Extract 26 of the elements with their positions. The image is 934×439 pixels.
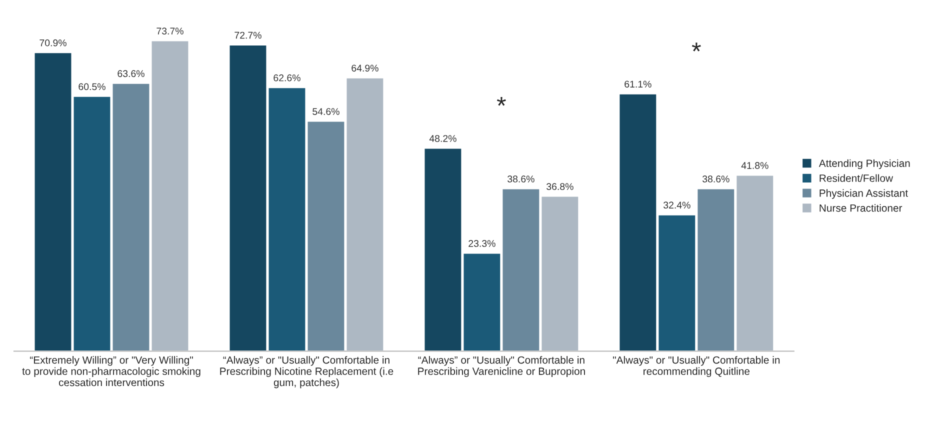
data-label: 62.6%	[274, 74, 300, 82]
data-label: 38.6%	[702, 176, 730, 182]
annotation: *	[692, 42, 701, 52]
data-label: 64.9%	[352, 64, 378, 72]
x-tick-label: “Always” or "Usually" Comfortable in Prescribing Nicotine Replacement (i.e gum, patches)	[220, 356, 394, 388]
data-label: 72.7%	[234, 32, 262, 39]
legend-label: Physician Assistant	[820, 189, 908, 199]
data-label: 60.5%	[78, 83, 106, 90]
data-label: 41.8%	[741, 162, 768, 169]
legend-label: Resident/Fellow	[820, 174, 894, 182]
data-label: 61.1%	[624, 80, 652, 88]
data-label: 23.3%	[468, 240, 496, 247]
data-label: 36.8%	[546, 183, 574, 190]
data-label: 73.7%	[156, 28, 184, 34]
x-tick-label: “Always” or "Usually" Comfortable in Prescribing Varenicline or Bupropion	[418, 356, 585, 377]
x-tick-label: “Extremely Willing” or "Very Willing" to provide non-pharmacologic smoking cessation interventions	[22, 356, 200, 386]
data-label: 63.6%	[118, 70, 144, 78]
legend-label: Attending Physician	[818, 159, 910, 170]
data-label: 38.6%	[508, 176, 534, 182]
legend-label: Nurse Practitioner	[820, 204, 902, 212]
data-label: 70.9%	[40, 39, 66, 46]
annotation: *	[496, 96, 506, 106]
data-label: 54.6%	[312, 108, 340, 115]
data-label: 32.4%	[664, 202, 690, 209]
x-tick-label: "Always" or "Usually" Comfortable in recommending Quitline	[613, 356, 780, 377]
data-label: 48.2%	[429, 135, 456, 142]
